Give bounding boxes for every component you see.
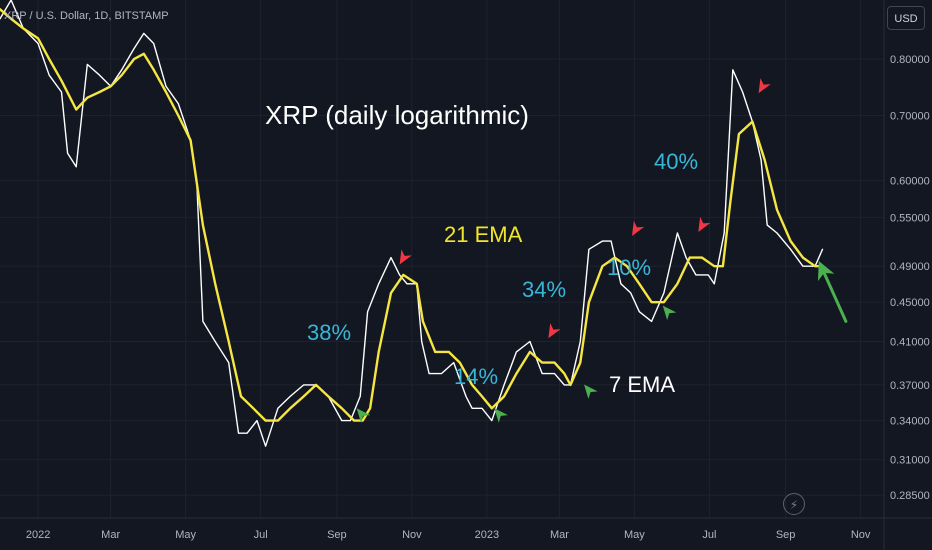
- buy-arrow: [494, 408, 508, 423]
- sell-arrow: [399, 249, 412, 265]
- y-tick-label: 0.41000: [890, 336, 930, 348]
- buy-arrow: [662, 305, 677, 321]
- x-tick-label: Mar: [101, 529, 120, 541]
- y-tick-label: 0.55000: [890, 212, 930, 224]
- y-tick-label: 0.49000: [890, 261, 930, 273]
- x-tick-label: 2022: [26, 529, 50, 541]
- x-tick-label: 2023: [475, 529, 499, 541]
- lightning-icon[interactable]: ⚡: [783, 493, 805, 515]
- sell-arrow: [758, 78, 771, 94]
- x-tick-label: Sep: [327, 529, 347, 541]
- y-tick-label: 0.70000: [890, 110, 930, 122]
- big-buy-arrow-head: [817, 261, 835, 282]
- pct-label-5: 40%: [654, 149, 699, 174]
- buy-arrow: [356, 408, 371, 423]
- chart-annotation-title: XRP (daily logarithmic): [265, 100, 529, 130]
- ema21-line: [0, 8, 824, 422]
- big-buy-arrow-shaft: [822, 270, 848, 323]
- ema7-label: 7 EMA: [609, 372, 676, 397]
- horizontal-gridlines: [0, 58, 884, 496]
- x-tick-label: Mar: [550, 529, 569, 541]
- pct-label-4: 10%: [607, 255, 652, 280]
- y-tick-label: 0.34000: [890, 416, 930, 428]
- y-tick-label: 0.60000: [890, 176, 930, 188]
- x-tick-label: Jul: [254, 529, 268, 541]
- sell-arrow: [698, 216, 711, 233]
- y-tick-label: 0.45000: [890, 297, 930, 309]
- y-tick-label: 0.31000: [890, 455, 930, 467]
- y-tick-label: 0.80000: [890, 54, 930, 66]
- pct-label-2: 14%: [454, 364, 499, 389]
- price-axis[interactable]: 0.80000 0.70000 0.60000 0.55000 0.49000 0.450…: [890, 54, 930, 502]
- ema7-line: [0, 0, 824, 447]
- x-tick-label: Nov: [851, 529, 871, 541]
- pct-label-3: 34%: [522, 277, 567, 302]
- signal-arrows: [356, 78, 848, 423]
- sell-arrow: [548, 323, 561, 339]
- y-tick-label: 0.28500: [890, 490, 930, 502]
- x-tick-label: Jul: [702, 529, 716, 541]
- x-tick-label: Sep: [776, 529, 796, 541]
- symbol-label[interactable]: XRP / U.S. Dollar, 1D, BITSTAMP: [4, 10, 169, 22]
- series-lines: [0, 0, 824, 447]
- sell-arrow: [632, 220, 645, 237]
- x-tick-label: May: [624, 529, 645, 541]
- buy-arrow: [584, 384, 598, 400]
- currency-button[interactable]: USD: [887, 6, 925, 30]
- x-tick-label: Nov: [402, 529, 422, 541]
- time-axis[interactable]: 2022 Mar May Jul Sep Nov 2023 Mar May Jul Sep Nov: [26, 529, 871, 541]
- ema21-label: 21 EMA: [444, 222, 523, 247]
- y-tick-label: 0.37000: [890, 380, 930, 392]
- pct-label-1: 38%: [307, 320, 352, 345]
- x-tick-label: May: [175, 529, 196, 541]
